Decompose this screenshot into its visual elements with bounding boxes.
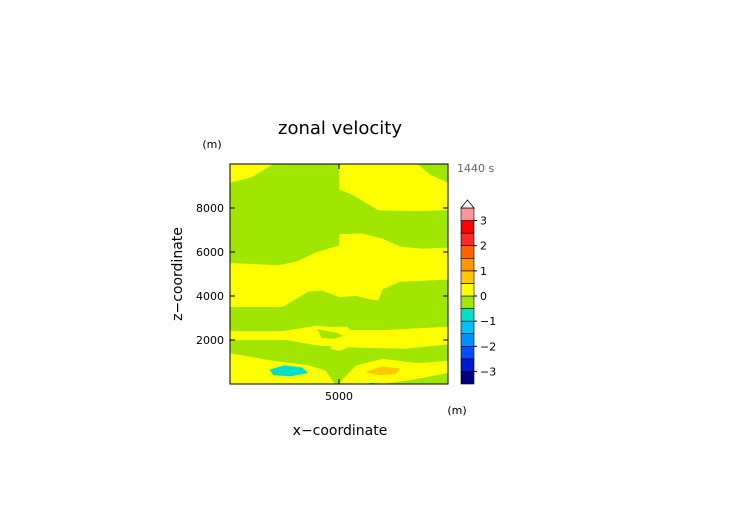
colorbar — [460, 199, 475, 385]
colorbar-swatch — [460, 283, 475, 297]
colorbar-swatch — [460, 270, 475, 284]
x-tick-label: 5000 — [325, 390, 353, 403]
contour-region — [230, 353, 448, 384]
contour-region — [339, 164, 448, 212]
colorbar-tick-label: 3 — [480, 215, 487, 228]
colorbar-extend-arrow — [460, 199, 475, 209]
y-axis-label: z−coordinate — [170, 227, 186, 321]
colorbar-tick-label: −2 — [480, 340, 496, 353]
colorbar-tick-label: 2 — [480, 240, 487, 253]
colorbar-tick-label: 1 — [480, 265, 487, 278]
colorbar-ticks: 3 2 1 0 −1 −2 −3 — [474, 215, 496, 378]
contour-region — [230, 164, 274, 183]
colorbar-swatch — [460, 371, 475, 385]
x-axis-label: x−coordinate — [293, 423, 388, 439]
colorbar-tick-label: −1 — [480, 315, 496, 328]
contour-region — [230, 233, 448, 307]
y-unit-label: (m) — [202, 138, 221, 151]
chart-title: zonal velocity — [278, 118, 402, 139]
y-tick-label: 2000 — [196, 334, 224, 347]
colorbar-swatch — [460, 232, 475, 247]
contour-region — [330, 342, 348, 351]
contour-region — [269, 365, 309, 377]
colorbar-swatch — [460, 295, 475, 309]
colorbar-tick-label: 0 — [480, 290, 487, 303]
contour-field — [230, 164, 448, 384]
colorbar-swatch — [460, 308, 475, 322]
time-label: 1440 s — [457, 162, 494, 175]
colorbar-swatch — [460, 245, 475, 259]
colorbar-swatch — [460, 320, 475, 335]
contour-region — [365, 366, 400, 376]
x-unit-label: (m) — [447, 404, 466, 417]
y-tick-label: 8000 — [196, 202, 224, 215]
y-tick-label: 6000 — [196, 246, 224, 259]
colorbar-swatch — [460, 358, 475, 372]
colorbar-tick-label: −3 — [480, 365, 496, 378]
colorbar-swatch — [460, 345, 475, 360]
colorbar-swatch — [460, 333, 475, 347]
contour-region — [317, 329, 344, 339]
colorbar-swatch — [460, 257, 475, 272]
colorbar-swatch — [460, 220, 475, 234]
x-axis: 5000 — [325, 164, 353, 403]
y-tick-label: 4000 — [196, 290, 224, 303]
colorbar-swatch — [460, 207, 475, 221]
y-axis: 2000 4000 6000 8000 — [196, 202, 448, 347]
